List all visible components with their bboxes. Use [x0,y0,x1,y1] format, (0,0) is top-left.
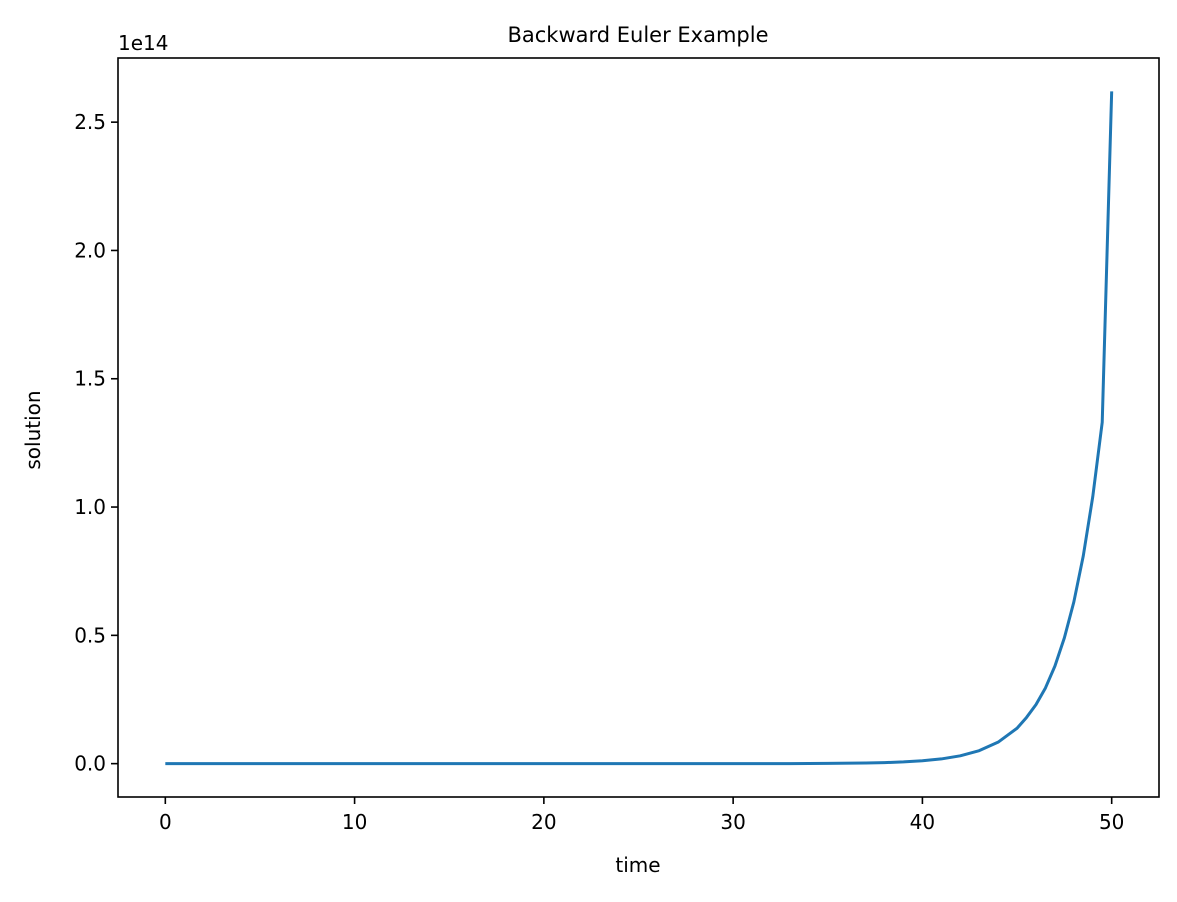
x-tick-label: 20 [531,810,556,834]
y-tick-label: 2.0 [74,238,106,262]
y-tick-label: 1.5 [74,367,106,391]
x-tick-label: 50 [1099,810,1124,834]
x-tick-label: 30 [720,810,745,834]
y-tick-label: 1.0 [74,495,106,519]
y-axis-label: solution [21,390,45,469]
chart-title: Backward Euler Example [507,23,768,47]
x-axis: 0 10 20 30 40 50 [159,797,1124,834]
x-tick-label: 0 [159,810,172,834]
y-tick-label: 0.5 [74,623,106,647]
y-axis: 0.0 0.5 1.0 1.5 2.0 2.5 [74,110,118,776]
x-tick-label: 10 [342,810,367,834]
series-line-0 [165,91,1114,766]
plot-area [165,91,1114,766]
x-tick-label: 40 [910,810,935,834]
plot-frame [117,57,1160,798]
y-tick-label: 0.0 [74,752,106,776]
x-axis-label: time [615,853,660,877]
y-tick-label: 2.5 [74,110,106,134]
y-axis-offset-text: 1e14 [118,31,168,55]
